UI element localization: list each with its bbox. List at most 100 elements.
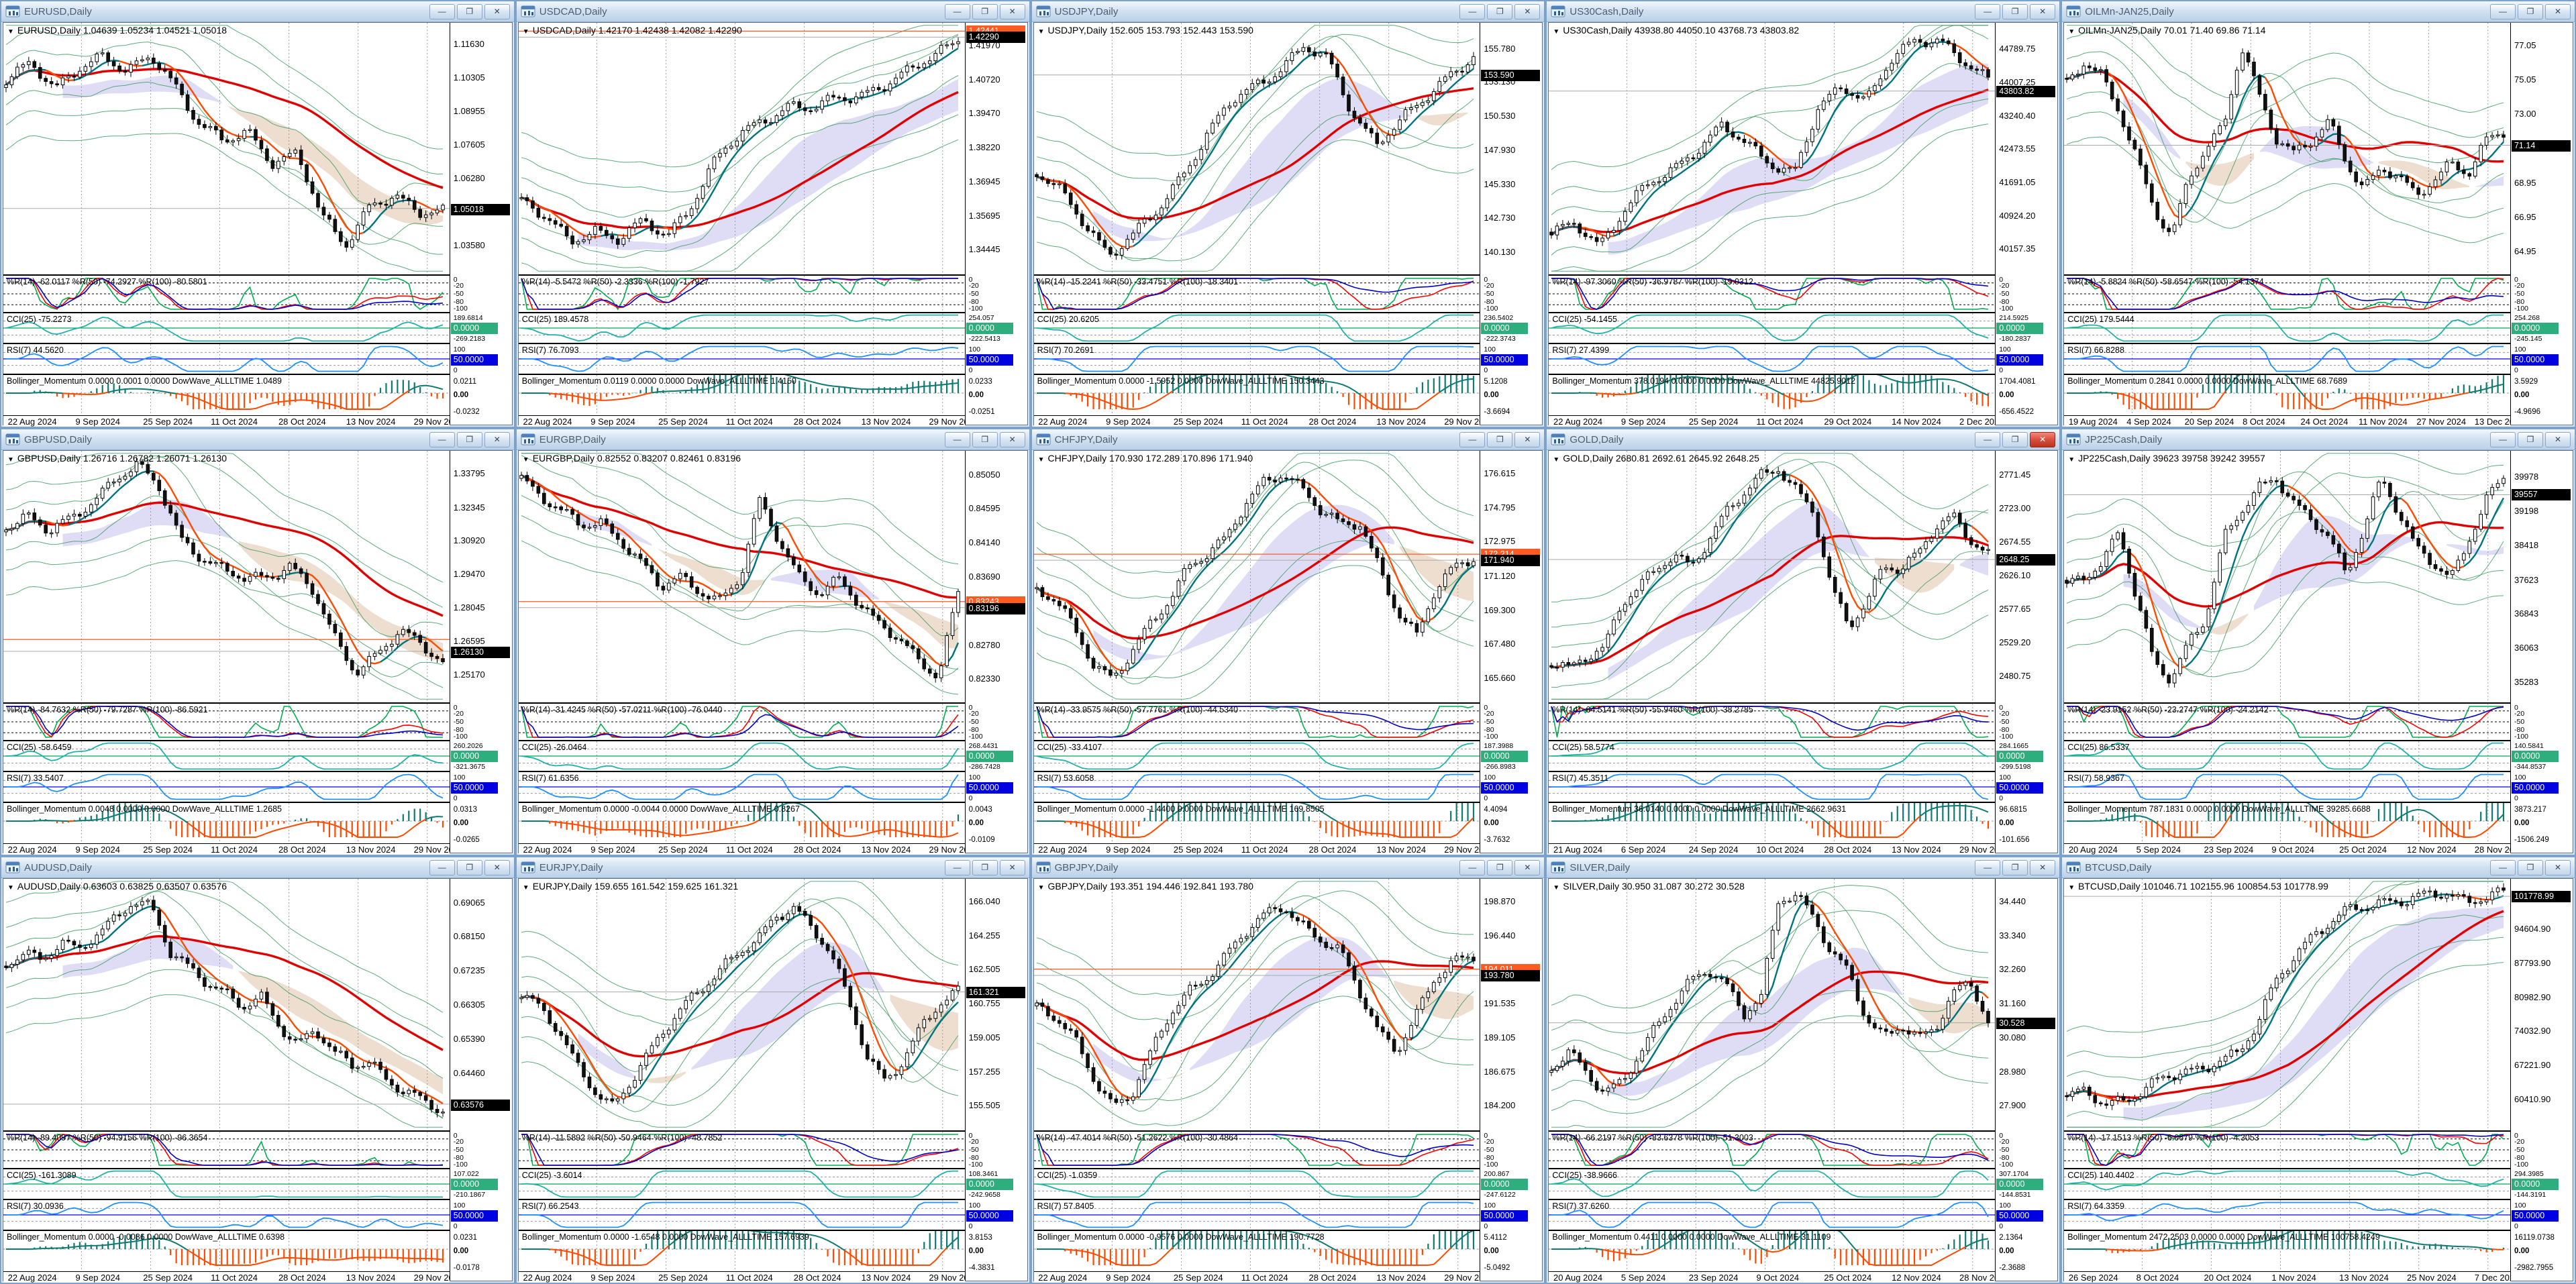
- time-axis[interactable]: 22 Aug 2024 9 Sep 2024 25 Sep 2024 11 Oct 2…: [1033, 1272, 1494, 1283]
- restore-button[interactable]: ❐: [2002, 859, 2028, 875]
- mom-pane[interactable]: Bollinger_Momentum 787.1831 0.0000 0.000…: [2064, 802, 2511, 844]
- titlebar[interactable]: US30Cash,Daily — ❐ ✕: [1547, 1, 2060, 22]
- cci-pane[interactable]: CCI(25) 20.6205: [1033, 313, 1480, 343]
- minimize-button[interactable]: —: [2489, 859, 2516, 875]
- collapse-arrow-icon[interactable]: ▼: [7, 456, 14, 464]
- main-pane[interactable]: ▼ GBPJPY,Daily 193.351 194.446 192.841 19…: [1033, 879, 1480, 1131]
- restore-button[interactable]: ❐: [1487, 859, 1513, 875]
- restore-button[interactable]: ❐: [456, 431, 482, 447]
- wpr-pane[interactable]: %R(14) -31.4245 %R(50) -57.0211 %R(100) …: [518, 703, 965, 741]
- price-scale[interactable]: 1.33795 1.32345 1.30920 1.29470 1.28045 1.265…: [449, 451, 512, 853]
- mom-pane[interactable]: Bollinger_Momentum 0.0048 0.0000 0.0000 …: [3, 802, 450, 844]
- titlebar[interactable]: GBPUSD,Daily — ❐ ✕: [1, 429, 514, 450]
- titlebar[interactable]: AUDUSD,Daily — ❐ ✕: [1, 857, 514, 878]
- collapse-arrow-icon[interactable]: ▼: [1553, 28, 1560, 36]
- rsi-pane[interactable]: RSI(7) 30.0936: [3, 1199, 450, 1230]
- minimize-button[interactable]: —: [944, 859, 970, 875]
- close-button[interactable]: ✕: [1514, 3, 1541, 19]
- collapse-arrow-icon[interactable]: ▼: [7, 28, 14, 36]
- cci-pane[interactable]: CCI(25) -58.6459: [3, 741, 450, 771]
- collapse-arrow-icon[interactable]: ▼: [7, 884, 14, 892]
- close-button[interactable]: ✕: [484, 3, 510, 19]
- price-scale[interactable]: 94604.90 87793.90 80982.90 74032.90 67221.90…: [2510, 879, 2573, 1281]
- price-scale[interactable]: 34.440 33.340 32.260 31.160 30.080 28.980 27.9…: [1995, 879, 2058, 1281]
- time-axis[interactable]: 22 Aug 2024 9 Sep 2024 25 Sep 2024 11 Oct 2…: [3, 844, 463, 855]
- minimize-button[interactable]: —: [2489, 431, 2516, 447]
- wpr-pane[interactable]: %R(14) -15.2241 %R(50) -33.4751 %R(100) …: [1033, 275, 1480, 313]
- price-scale[interactable]: 198.870 196.440 191.535 189.105 186.675 184.2…: [1480, 879, 1543, 1281]
- minimize-button[interactable]: —: [429, 431, 455, 447]
- rsi-pane[interactable]: RSI(7) 33.5407: [3, 771, 450, 802]
- close-button[interactable]: ✕: [2030, 3, 2056, 19]
- main-pane[interactable]: ▼ BTCUSD,Daily 101046.71 102155.96 100854…: [2064, 879, 2511, 1131]
- time-axis[interactable]: 22 Aug 2024 9 Sep 2024 25 Sep 2024 11 Oct 2…: [3, 1272, 463, 1283]
- titlebar[interactable]: SILVER,Daily — ❐ ✕: [1547, 857, 2060, 878]
- collapse-arrow-icon[interactable]: ▼: [522, 28, 529, 36]
- time-axis[interactable]: 22 Aug 2024 9 Sep 2024 25 Sep 2024 11 Oct 2…: [3, 416, 463, 427]
- time-axis[interactable]: 22 Aug 2024 9 Sep 2024 25 Sep 2024 11 Oct 2…: [1033, 416, 1494, 427]
- time-axis[interactable]: 21 Aug 2024 6 Sep 2024 24 Sep 2024 10 Oct 2…: [1549, 844, 2009, 855]
- main-pane[interactable]: ▼ GOLD,Daily 2680.81 2692.61 2645.92 2648…: [1549, 451, 1996, 703]
- mom-pane[interactable]: Bollinger_Momentum 0.0000 -0.0044 0.0000…: [518, 802, 965, 844]
- close-button[interactable]: ✕: [2544, 859, 2571, 875]
- minimize-button[interactable]: —: [429, 3, 455, 19]
- main-pane[interactable]: ▼ EURUSD,Daily 1.04639 1.05234 1.04521 1.…: [3, 23, 450, 275]
- main-pane[interactable]: ▼ GBPUSD,Daily 1.26716 1.26782 1.26071 1.…: [3, 451, 450, 703]
- rsi-pane[interactable]: RSI(7) 44.5620: [3, 343, 450, 374]
- main-pane[interactable]: ▼ USDCAD,Daily 1.42170 1.42438 1.42082 1.…: [518, 23, 965, 275]
- price-scale[interactable]: 1.41970 1.40720 1.39470 1.38220 1.36945 1.356…: [964, 23, 1027, 425]
- main-pane[interactable]: ▼ AUDUSD,Daily 0.63603 0.63825 0.63507 0.…: [3, 879, 450, 1131]
- restore-button[interactable]: ❐: [2517, 3, 2543, 19]
- wpr-pane[interactable]: %R(14) -5.8824 %R(50) -58.6547 %R(100) -…: [2064, 275, 2511, 313]
- mom-pane[interactable]: Bollinger_Momentum 0.0000 -1.6548 0.0000…: [518, 1230, 965, 1272]
- titlebar[interactable]: EURGBP,Daily — ❐ ✕: [516, 429, 1029, 450]
- collapse-arrow-icon[interactable]: ▼: [2068, 884, 2075, 892]
- close-button[interactable]: ✕: [999, 431, 1025, 447]
- close-button[interactable]: ✕: [999, 3, 1025, 19]
- cci-pane[interactable]: CCI(25) -33.4107: [1033, 741, 1480, 771]
- mom-pane[interactable]: Bollinger_Momentum 36.0140 0.0000 0.0000…: [1549, 802, 1996, 844]
- rsi-pane[interactable]: RSI(7) 53.6058: [1033, 771, 1480, 802]
- collapse-arrow-icon[interactable]: ▼: [1037, 456, 1045, 464]
- close-button[interactable]: ✕: [2544, 431, 2571, 447]
- cci-pane[interactable]: CCI(25) -1.0359: [1033, 1169, 1480, 1199]
- titlebar[interactable]: BTCUSD,Daily — ❐ ✕: [2062, 857, 2575, 878]
- main-pane[interactable]: ▼ USDJPY,Daily 152.605 153.793 152.443 15…: [1033, 23, 1480, 275]
- mom-pane[interactable]: Bollinger_Momentum 0.0000 -0.9576 0.0000…: [1033, 1230, 1480, 1272]
- minimize-button[interactable]: —: [2489, 3, 2516, 19]
- rsi-pane[interactable]: RSI(7) 57.8405: [1033, 1199, 1480, 1230]
- price-scale[interactable]: 77.05 75.05 73.00 68.95 66.95 64.95 71.14 0 -20-…: [2510, 23, 2573, 425]
- close-button[interactable]: ✕: [484, 859, 510, 875]
- mom-pane[interactable]: Bollinger_Momentum 0.4411 0.0000 0.0000 …: [1549, 1230, 1996, 1272]
- close-button[interactable]: ✕: [1514, 859, 1541, 875]
- wpr-pane[interactable]: %R(14) -97.3060 %R(50) -36.9787 %R(100) …: [1549, 275, 1996, 313]
- close-button[interactable]: ✕: [2030, 859, 2056, 875]
- rsi-pane[interactable]: RSI(7) 37.6260: [1549, 1199, 1996, 1230]
- minimize-button[interactable]: —: [944, 431, 970, 447]
- price-scale[interactable]: 39978 39198 38418 37623 36843 36063 35283 39557…: [2510, 451, 2573, 853]
- mom-pane[interactable]: Bollinger_Momentum 0.0119 0.0000 0.0000 …: [518, 374, 965, 416]
- mom-pane[interactable]: Bollinger_Momentum 378.0194 0.0000 0.000…: [1549, 374, 1996, 416]
- rsi-pane[interactable]: RSI(7) 64.3359: [2064, 1199, 2511, 1230]
- wpr-pane[interactable]: %R(14) -5.5472 %R(50) -2.3336 %R(100) -1…: [518, 275, 965, 313]
- time-axis[interactable]: 22 Aug 2024 9 Sep 2024 25 Sep 2024 11 Oct 2…: [518, 416, 978, 427]
- main-pane[interactable]: ▼ US30Cash,Daily 43938.80 44050.10 43768.…: [1549, 23, 1996, 275]
- rsi-pane[interactable]: RSI(7) 70.2691: [1033, 343, 1480, 374]
- collapse-arrow-icon[interactable]: ▼: [522, 456, 529, 464]
- restore-button[interactable]: ❐: [2002, 3, 2028, 19]
- restore-button[interactable]: ❐: [1487, 431, 1513, 447]
- cci-pane[interactable]: CCI(25) -26.0464: [518, 741, 965, 771]
- price-scale[interactable]: 44789.75 44007.25 43240.40 42473.55 41691.05…: [1995, 23, 2058, 425]
- minimize-button[interactable]: —: [944, 3, 970, 19]
- time-axis[interactable]: 22 Aug 2024 9 Sep 2024 25 Sep 2024 11 Oct 2…: [1549, 416, 2004, 427]
- mom-pane[interactable]: Bollinger_Momentum 0.0000 -1.5952 0.0000…: [1033, 374, 1480, 416]
- restore-button[interactable]: ❐: [972, 431, 998, 447]
- rsi-pane[interactable]: RSI(7) 61.6356: [518, 771, 965, 802]
- minimize-button[interactable]: —: [1975, 3, 2001, 19]
- wpr-pane[interactable]: %R(14) -23.9152 %R(50) -23.2747 %R(100) …: [2064, 703, 2511, 741]
- close-button[interactable]: ✕: [1514, 431, 1541, 447]
- price-scale[interactable]: 0.85050 0.84595 0.84140 0.83690 0.82780 0.823…: [964, 451, 1027, 853]
- wpr-pane[interactable]: %R(14) -47.4014 %R(50) -51.2622 %R(100) …: [1033, 1131, 1480, 1169]
- cci-pane[interactable]: CCI(25) -75.2273: [3, 313, 450, 343]
- restore-button[interactable]: ❐: [1487, 3, 1513, 19]
